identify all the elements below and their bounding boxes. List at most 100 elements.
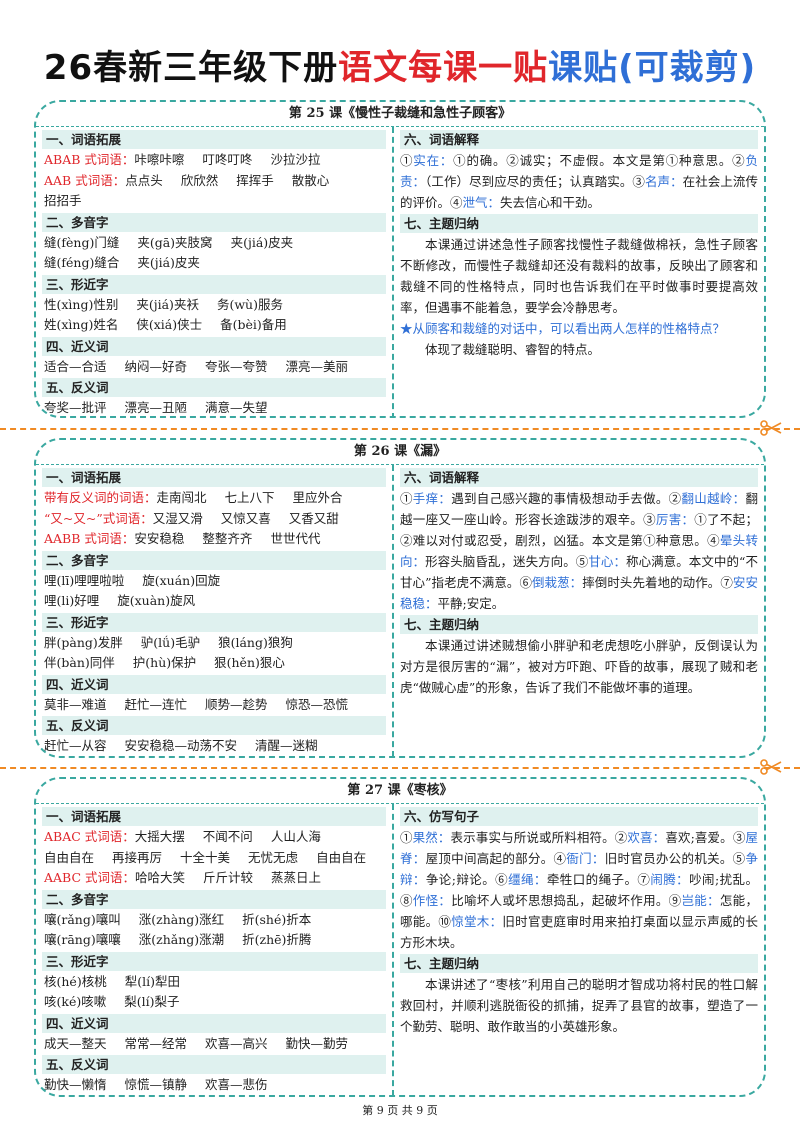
left-column: 一、词语拓展 带有反义词的词语：走南闯北 七上八下 里应外合 “又~又~”式词语：又湿又… (36, 465, 394, 756)
word-item: 又香又甜 (288, 510, 339, 526)
title-part: 课贴(可裁剪) (548, 48, 757, 88)
word-item: 嚷(rǎng)嚷叫 (44, 911, 121, 927)
row-label: AABC 式词语： (44, 870, 136, 885)
definition-text: ① (400, 830, 413, 845)
row-label: “又~又~”式词语： (44, 510, 153, 526)
word-row: AABB 式词语：安安稳稳 整整齐齐 世世代代 (42, 529, 386, 550)
word-row: AABC 式词语：哈哈大笑 斤斤计较 蒸蒸日上 (42, 868, 386, 889)
word-row: 带有反义词的词语：走南闯北 七上八下 里应外合 (42, 488, 386, 509)
term: 晕头转向： (400, 533, 758, 569)
term: 负责： (400, 153, 758, 189)
word-item: 勤快—勤劳 (285, 1035, 349, 1051)
section-heading: 二、多音字 (42, 550, 386, 570)
definition-text: 旧时官员办公的机关。⑤ (604, 851, 746, 866)
word-item: 夹(jiá)皮夹 (230, 234, 294, 250)
word-item: 常常—经常 (124, 1035, 188, 1051)
word-item: 惊慌—镇静 (124, 1077, 188, 1092)
word-item: 纳闷—好奇 (124, 358, 188, 374)
left-column: 一、词语拓展 ABAC 式词语：大摇大摆 不闻不问 人山人海 自由自在 再接再厉 十全十美 无… (36, 804, 394, 1095)
lesson-title: 第 27 课《枣核》 (347, 783, 453, 798)
word-item: 安安稳稳 (134, 531, 185, 546)
word-item: 侠(xiá)侠士 (136, 317, 203, 332)
section-heading: 五、反义词 (42, 716, 386, 735)
word-item: 咔嚓咔嚓 (134, 152, 185, 167)
word-item: 欢喜—高兴 (205, 1035, 268, 1051)
definition-text: 牵牲口的绳子。⑦ (546, 872, 651, 887)
word-row: 自由自在 再接再厉 十全十美 无忧无虑 自由自在 (42, 848, 386, 869)
word-item: 旋(xuàn)旋风 (117, 593, 196, 608)
row-label: ABAC 式词语： (44, 829, 135, 844)
word-row: 伴(bàn)同伴 护(hù)保护 狠(hěn)狠心 (42, 653, 386, 674)
word-item: 缝(fèng)门缝 (44, 234, 120, 250)
cut-line (0, 767, 800, 769)
definition-text: 形容头脑昏乱，迷失方向。⑤ (425, 554, 589, 569)
term: 实在： (413, 153, 454, 168)
definition-text: 遇到自己感兴趣的事情极想动手去做。② (451, 491, 682, 506)
paragraph: 体现了裁缝聪明、睿智的特点。 (425, 342, 601, 357)
word-item: 人山人海 (270, 829, 321, 844)
word-item: 务(wù)服务 (216, 296, 283, 312)
section-heading: 六、词语解释 (400, 130, 758, 149)
word-item: 招招手 (44, 193, 82, 208)
scissors-icon (760, 759, 782, 775)
word-item: 大摇大摆 (134, 829, 185, 844)
lesson-title: 第 26 课《漏》 (353, 444, 447, 459)
word-item: 沙拉沙拉 (270, 152, 321, 167)
definition-text: ①了不起；②难以对付或忍受，剧烈，凶猛。本文是第①种意思。④ (400, 512, 758, 548)
word-row: 咳(ké)咳嗽 梨(lí)梨子 (42, 992, 386, 1013)
cut-line (0, 428, 800, 430)
section-heading: 七、主题归纳 (400, 954, 758, 973)
page-title: 26春新三年级下册语文每课一贴课贴(可裁剪) (0, 40, 800, 89)
word-row: 莫非—难道 赶忙—连忙 顺势—趁势 惊恐—恐慌 (42, 695, 386, 716)
right-column: 六、词语解释 ①实在：①的确。②诚实；不虚假。本文是第①种意思。②负责：（工作）尽… (394, 127, 764, 416)
lesson-title: 第 25 课《慢性子裁缝和急性子顾客》 (288, 106, 512, 121)
word-item: 涨(zhàng)涨红 (138, 911, 225, 927)
right-column: 六、仿写句子 ①果然：表示事实与所说或所料相符。②欢喜：喜欢;喜爱。③屋脊：屋顶中… (394, 804, 764, 1095)
word-row: 缝(féng)缝合 夹(jiá)皮夹 (42, 253, 386, 274)
word-item: 犁(lí)犁田 (124, 973, 180, 989)
word-item: 梨(lí)梨子 (124, 994, 180, 1009)
right-column: 六、词语解释 ①手痒：遇到自己感兴趣的事情极想动手去做。②翻山越岭：翻越一座又一座… (394, 465, 764, 756)
section-heading: 六、词语解释 (400, 468, 758, 487)
term: 安安稳稳： (400, 575, 758, 611)
word-item: 旋(xuán)回旋 (142, 572, 221, 588)
term: 名声： (644, 174, 683, 189)
word-item: 夹(jiá)皮夹 (137, 255, 200, 270)
definition-text: 摔倒时头先着地的动作。⑦ (582, 575, 733, 590)
term: 甘心： (588, 554, 627, 569)
term: 泄气： (462, 195, 501, 210)
word-item: 惊恐—恐慌 (285, 696, 349, 712)
word-item: 十全十美 (180, 849, 231, 865)
paragraph: 本课通过讲述贼想偷小胖驴和老虎想吃小胖驴，反倒误认为对方是很厉害的“漏”，被对方… (400, 638, 758, 695)
term: 翻山越岭： (681, 491, 746, 506)
definition-text: 表示事实与所说或所料相符。② (450, 830, 628, 845)
word-item: 成天—整天 (44, 1035, 107, 1051)
word-row: 姓(xìng)姓名 侠(xiá)侠士 备(bèi)备用 (42, 315, 386, 336)
definition-text: 在社会上流传的评价。④ (400, 174, 758, 210)
word-row: 夸奖—批评 漂亮—丑陋 满意—失望 (42, 398, 386, 416)
word-item: 欣欣然 (180, 172, 219, 188)
term: 倒栽葱： (532, 575, 583, 590)
term: 屋脊： (400, 830, 758, 866)
word-item: 叮咚叮咚 (202, 152, 253, 167)
term: 衙门： (566, 851, 605, 866)
word-item: 又湿又滑 (152, 510, 203, 526)
word-item: 安安稳稳—动荡不安 (124, 738, 238, 753)
definition-text: ① (400, 491, 413, 506)
definition-text: 失去信心和干劲。 (500, 195, 601, 210)
term: 厉害： (655, 512, 695, 527)
word-item: 蒸蒸日上 (271, 870, 322, 885)
section-heading: 三、形近字 (42, 274, 386, 294)
word-item: 再接再厉 (112, 849, 163, 865)
section-heading: 六、仿写句子 (400, 807, 758, 826)
term: 争辩： (400, 851, 758, 887)
word-item: 哈哈大笑 (135, 870, 186, 885)
lesson-card: 第 25 课《慢性子裁缝和急性子顾客》 一、词语拓展 ABAB 式词语：咔嚓咔嚓 叮咚… (34, 100, 766, 418)
definition-text: ① (400, 153, 414, 168)
section-heading: 一、词语拓展 (42, 807, 386, 826)
row-label: AAB 式词语： (44, 172, 126, 188)
word-item: 欢喜—悲伤 (205, 1077, 268, 1092)
definition-text: 怎能，哪能。⑩ (400, 893, 758, 929)
columns: 一、词语拓展 ABAC 式词语：大摇大摆 不闻不问 人山人海 自由自在 再接再厉 十全十美 无… (36, 803, 764, 1095)
word-item: 哩(li)好哩 (44, 593, 100, 608)
